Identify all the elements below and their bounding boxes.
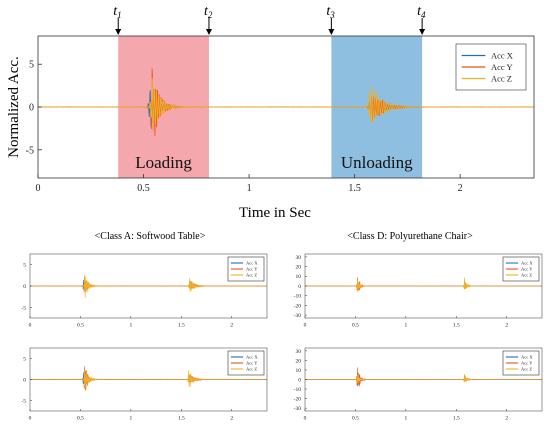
- class-a-title: <Class A: Softwood Table>: [94, 231, 206, 242]
- x-tick-label: 1.5: [178, 323, 185, 329]
- y-tick-label: 30: [296, 255, 302, 261]
- legend-label: Acc X: [246, 355, 258, 360]
- legend-label: Acc X: [246, 261, 258, 266]
- main-x-axis-label: Time in Sec: [239, 205, 311, 221]
- y-tick-label: 30: [296, 349, 302, 355]
- marker-label-t4: t4: [417, 4, 426, 20]
- y-tick-label: 10: [296, 368, 302, 374]
- y-tick-label: 0: [29, 103, 34, 114]
- y-tick-label: -20: [294, 397, 302, 403]
- x-tick-label: 1: [247, 183, 252, 194]
- y-tick-label: -5: [21, 398, 26, 404]
- y-tick-label: 20: [296, 265, 302, 271]
- legend-label: Acc Z: [246, 273, 257, 278]
- y-tick-label: -10: [294, 294, 302, 300]
- unloading-label: Unloading: [341, 153, 413, 172]
- x-tick-label: 0: [29, 416, 32, 422]
- legend-label: Acc X: [521, 355, 533, 360]
- x-tick-label: 1.5: [453, 323, 460, 329]
- x-tick-label: 1.5: [178, 416, 185, 422]
- y-tick-label: 5: [23, 356, 26, 362]
- x-tick-label: 0.5: [77, 416, 84, 422]
- x-tick-label: 0: [29, 323, 32, 329]
- y-tick-label: 0: [298, 377, 301, 383]
- x-tick-label: 0.5: [77, 323, 84, 329]
- x-tick-label: 2: [505, 323, 508, 329]
- marker-label-t2: t2: [204, 4, 213, 20]
- legend-label: Acc X: [521, 261, 533, 266]
- y-tick-label: 10: [296, 274, 302, 280]
- y-tick-label: 0: [23, 377, 26, 383]
- legend-label: Acc Y: [246, 267, 258, 272]
- y-tick-label: 20: [296, 358, 302, 364]
- legend-label: Acc Z: [521, 273, 532, 278]
- x-tick-label: 0: [36, 183, 41, 194]
- class-d-title: <Class D: Polyurethane Chair>: [347, 231, 473, 242]
- marker-arrow-head: [115, 29, 122, 35]
- x-tick-label: 0: [304, 416, 307, 422]
- x-tick-label: 2: [458, 183, 463, 194]
- x-tick-label: 0.5: [352, 323, 359, 329]
- legend-label: Acc Y: [491, 62, 513, 72]
- marker-label-t3: t3: [326, 4, 335, 20]
- series-acc-z: [37, 77, 535, 131]
- x-tick-label: 1.5: [348, 183, 361, 194]
- x-tick-label: 1: [404, 416, 407, 422]
- x-tick-label: 1: [129, 323, 132, 329]
- series-acc-z: [304, 373, 543, 385]
- x-tick-label: 0.5: [137, 183, 150, 194]
- series-acc-z: [29, 369, 268, 390]
- legend-label: Acc Z: [246, 367, 257, 372]
- legend-label: Acc Y: [521, 267, 533, 272]
- legend-label: Acc Z: [491, 73, 512, 83]
- x-tick-label: 2: [230, 323, 233, 329]
- y-tick-label: -5: [26, 145, 34, 156]
- legend-label: Acc X: [491, 50, 513, 60]
- y-tick-label: 5: [29, 60, 34, 71]
- marker-arrow-head: [419, 29, 426, 35]
- y-tick-label: 0: [23, 284, 26, 290]
- x-tick-label: 2: [230, 416, 233, 422]
- marker-arrow-head: [205, 29, 212, 35]
- y-tick-label: -30: [294, 313, 302, 319]
- x-tick-label: 0: [304, 323, 307, 329]
- x-tick-label: 0.5: [352, 416, 359, 422]
- legend-label: Acc Y: [246, 361, 258, 366]
- marker-label-t1: t1: [113, 4, 121, 20]
- y-tick-label: 0: [298, 284, 301, 290]
- loading-label: Loading: [135, 153, 192, 172]
- series-acc-z: [304, 277, 543, 292]
- x-tick-label: 1.5: [453, 416, 460, 422]
- x-tick-label: 1: [129, 416, 132, 422]
- legend-label: Acc Z: [521, 367, 532, 372]
- x-tick-label: 2: [505, 416, 508, 422]
- series-acc-x: [37, 90, 535, 127]
- y-tick-label: -10: [294, 387, 302, 393]
- legend-label: Acc Y: [521, 361, 533, 366]
- y-tick-label: -5: [21, 305, 26, 311]
- series-acc-x: [29, 279, 268, 292]
- series-acc-z: [30, 275, 268, 298]
- marker-arrow-head: [328, 29, 335, 35]
- y-tick-label: -30: [294, 406, 302, 412]
- y-tick-label: -20: [294, 303, 302, 309]
- main-y-axis-label: Normalized Acc.: [6, 56, 22, 158]
- x-tick-label: 1: [404, 323, 407, 329]
- y-tick-label: 5: [23, 263, 26, 269]
